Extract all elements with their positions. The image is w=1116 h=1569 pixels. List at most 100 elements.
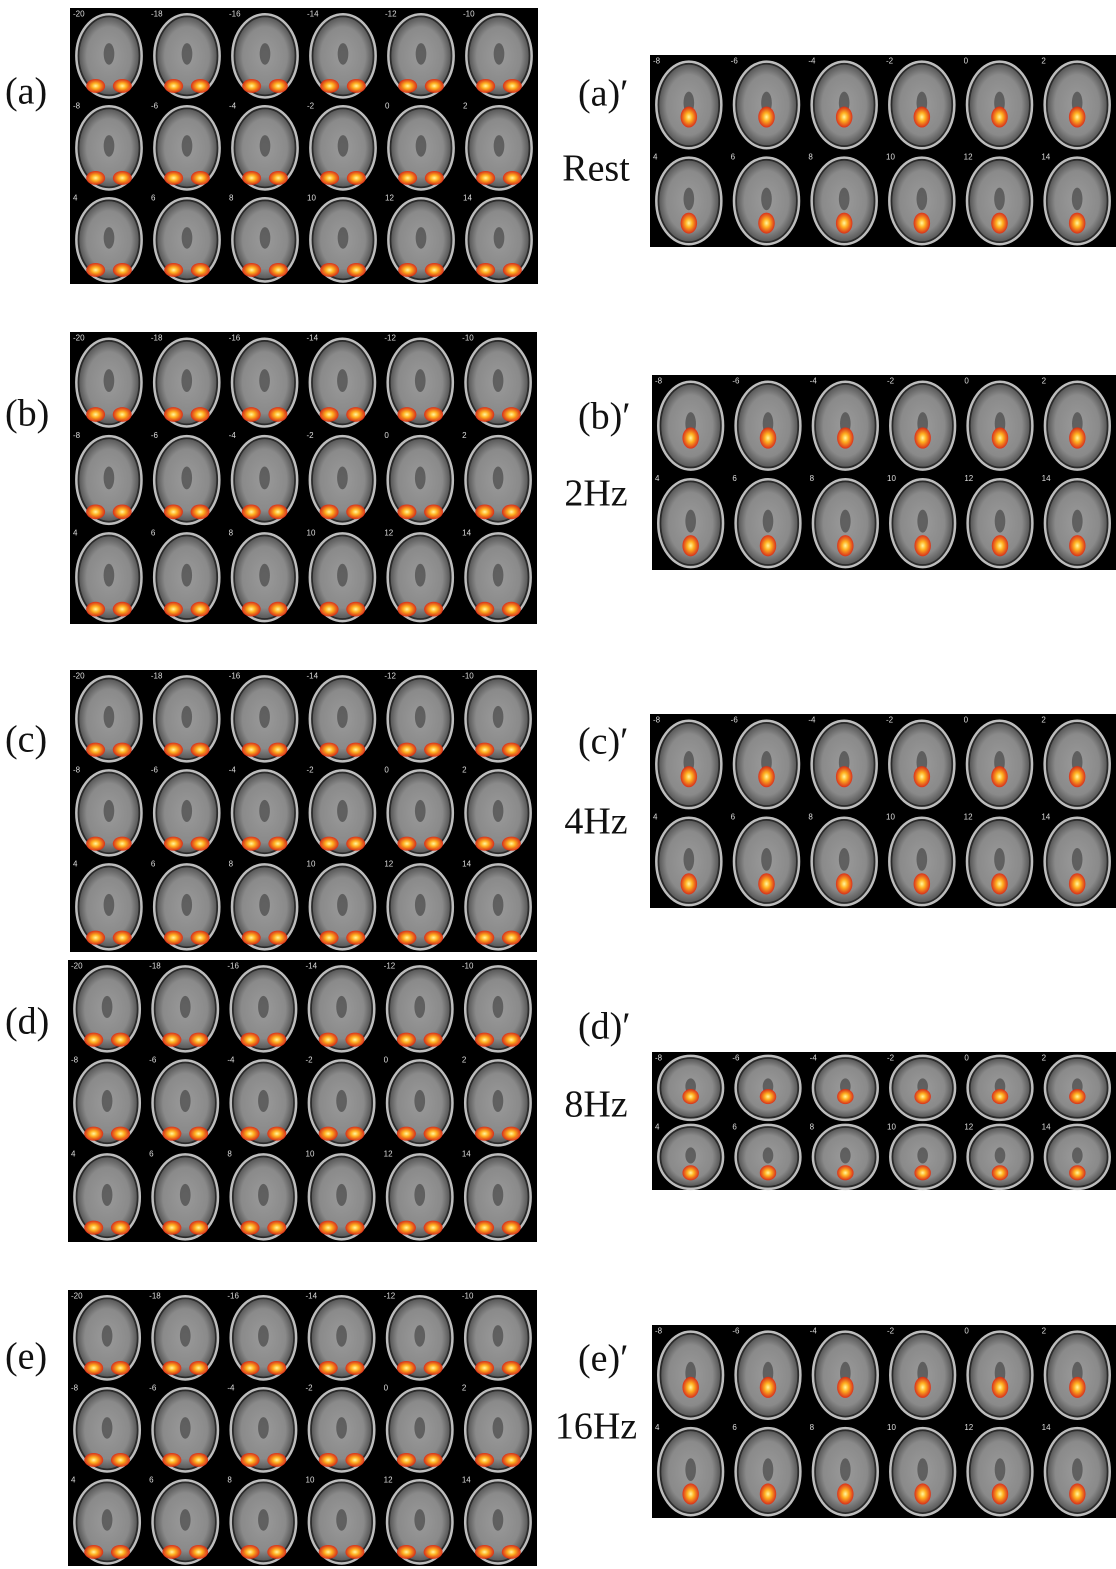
brain-ventricle	[917, 510, 928, 533]
slice-label: -8	[653, 716, 661, 725]
slice-label: 12	[964, 474, 973, 483]
brain-ventricle	[104, 369, 115, 392]
activation	[84, 1221, 103, 1235]
activation	[267, 1545, 286, 1559]
activation	[268, 743, 287, 757]
activation	[992, 535, 1008, 556]
activation	[320, 602, 339, 617]
activation	[242, 263, 261, 277]
activation	[424, 504, 443, 519]
slice-label: -6	[151, 102, 159, 111]
slice-label: 12	[384, 860, 393, 869]
brain-ventricle	[493, 466, 504, 489]
slice-label: -8	[653, 57, 661, 66]
slice-label: 8	[810, 1123, 815, 1132]
slice-label: 6	[731, 813, 736, 822]
slice-label: 6	[149, 1150, 154, 1159]
right-panel: -8-6-4-202468101214	[652, 1052, 1116, 1190]
slice-label: 12	[385, 194, 394, 203]
activation	[397, 1221, 416, 1235]
slice-label: -6	[151, 766, 159, 775]
brain-ventricle	[104, 227, 115, 249]
brain-ventricle	[182, 227, 193, 249]
condition-label: 4Hz	[564, 801, 627, 843]
slice-label: 0	[384, 431, 389, 440]
activation	[914, 1377, 930, 1398]
slice-label: 8	[808, 813, 813, 822]
slice-label: 2	[463, 102, 468, 111]
activation	[111, 1545, 130, 1559]
activation	[397, 1033, 416, 1047]
activation	[758, 766, 775, 787]
slice-label: 8	[227, 1150, 232, 1159]
activation	[162, 1361, 181, 1375]
activation	[424, 931, 443, 945]
right-panel: -8-6-4-202468101214	[652, 375, 1116, 570]
slice-label: -14	[307, 672, 319, 681]
brain-ventricle	[685, 510, 696, 533]
slice-label: 4	[71, 1150, 76, 1159]
brain-ventricle	[337, 894, 348, 916]
activation	[242, 79, 261, 93]
activation	[268, 837, 287, 851]
slice-label: 8	[229, 860, 234, 869]
slice-label: -2	[307, 766, 315, 775]
activation	[269, 263, 288, 277]
activation	[268, 504, 287, 519]
activation	[914, 1483, 930, 1504]
slice-label: 14	[1042, 1423, 1051, 1432]
slice-label: -12	[384, 1292, 396, 1301]
slice-label: -8	[655, 377, 663, 386]
slice-label: 12	[964, 1423, 973, 1432]
brain-ventricle	[917, 1147, 928, 1163]
panel-label: (b)	[5, 393, 49, 435]
brain-ventricle	[181, 706, 192, 728]
activation	[682, 1165, 698, 1180]
slice-label: -18	[151, 10, 163, 19]
brain-ventricle	[336, 1509, 347, 1531]
slice-label: 2	[1042, 1327, 1047, 1336]
activation	[502, 1033, 521, 1047]
activation	[345, 1545, 364, 1559]
activation	[1069, 1089, 1085, 1104]
brain-ventricle	[337, 564, 348, 587]
slice-label: 6	[731, 153, 736, 162]
activation	[475, 1033, 494, 1047]
slice-label: 12	[964, 813, 973, 822]
panel-label: (e)′	[578, 1338, 629, 1380]
brain-ventricle	[338, 43, 349, 65]
brain-ventricle	[494, 43, 505, 65]
activation	[164, 837, 183, 851]
activation	[758, 873, 775, 894]
brain-ventricle	[494, 135, 505, 157]
activation	[111, 1033, 130, 1047]
activation	[242, 407, 261, 422]
brain-ventricle	[180, 1417, 191, 1439]
activation	[347, 263, 366, 277]
activation	[113, 79, 132, 93]
activation	[267, 1033, 286, 1047]
slice-label: -8	[73, 766, 81, 775]
brain-ventricle	[415, 466, 426, 489]
slice-label: -8	[73, 431, 81, 440]
brain-ventricle	[1072, 848, 1083, 871]
brain-ventricle	[180, 1325, 191, 1347]
activation	[111, 1221, 130, 1235]
brain-ventricle	[840, 1458, 851, 1481]
activation	[425, 263, 444, 277]
activation	[1069, 535, 1085, 556]
slice-label: -6	[149, 1056, 157, 1065]
activation	[86, 263, 105, 277]
activation	[758, 107, 775, 128]
activation	[242, 837, 261, 851]
brain-ventricle	[917, 1458, 928, 1481]
condition-label: 16Hz	[555, 1406, 637, 1448]
slice-label: 4	[653, 813, 658, 822]
slice-label: 8	[227, 1476, 232, 1485]
slice-label: -4	[229, 431, 237, 440]
slice-label: 0	[964, 377, 969, 386]
activation	[84, 1361, 103, 1375]
activation	[319, 1033, 338, 1047]
activation	[397, 743, 416, 757]
slice-label: 14	[1042, 1123, 1051, 1132]
